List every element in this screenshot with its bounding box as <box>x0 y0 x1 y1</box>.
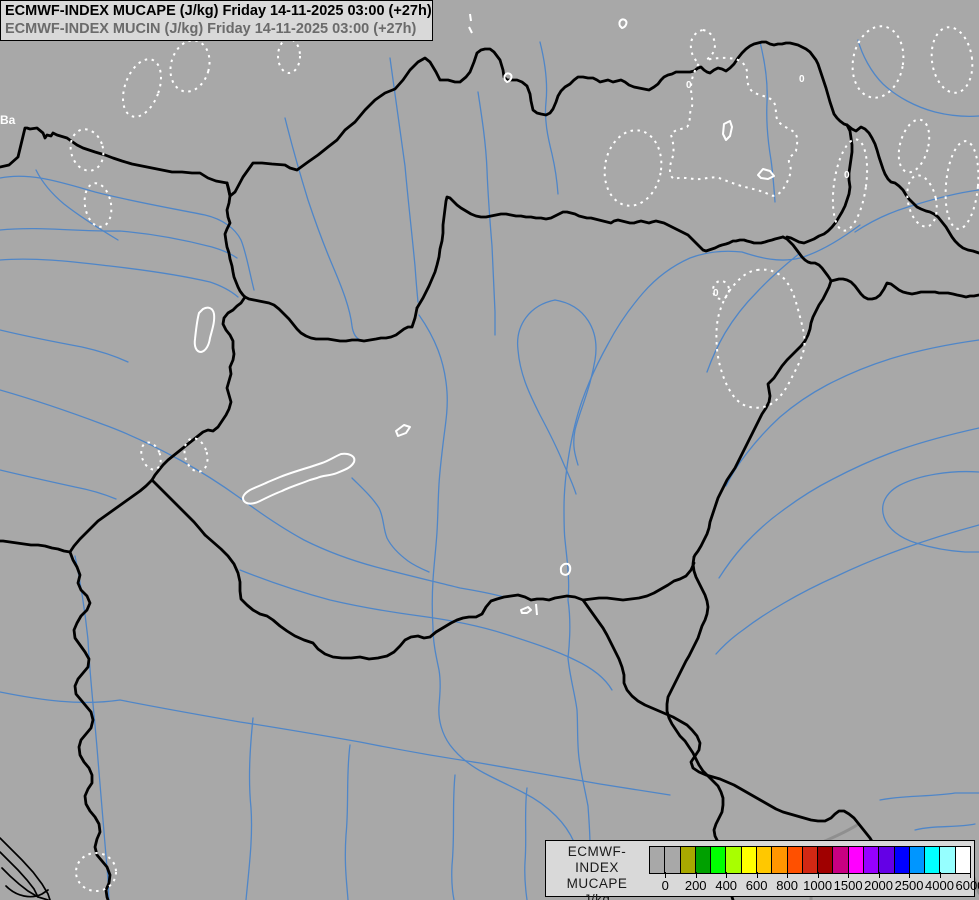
country-border-lines <box>0 40 979 900</box>
legend-tick-label: 1000 <box>803 878 833 893</box>
legend-color-swatch <box>679 847 695 873</box>
legend-tick <box>970 872 971 878</box>
legend-panel: ECMWF-INDEX MUCAPE J/kg 0 200 400 600 800 100… <box>545 840 979 900</box>
legend-tick-label: 800 <box>776 878 798 893</box>
legend-tick <box>726 872 728 878</box>
legend-color-swatch <box>908 847 925 873</box>
legend-tick <box>756 872 758 878</box>
legend-color-bar <box>649 846 971 874</box>
contour-zero-label: 0 <box>686 80 692 91</box>
lake-outlines <box>193 13 870 857</box>
legend-color-swatch <box>755 847 772 873</box>
legend-tick <box>878 872 880 878</box>
legend-tick <box>665 872 667 878</box>
legend-tick-label: 1500 <box>833 878 863 893</box>
legend-color-swatch <box>710 847 726 873</box>
legend-tick <box>695 872 697 878</box>
legend-tick <box>787 872 789 878</box>
river-lines <box>0 39 979 900</box>
legend-tick-label: 600 <box>745 878 768 893</box>
legend-tick-label: 4000 <box>925 878 954 893</box>
legend-title-line1: ECMWF-INDEX <box>567 844 627 875</box>
legend-title: ECMWF-INDEX MUCAPE J/kg <box>546 844 648 900</box>
legend-color-swatch <box>801 847 818 873</box>
contour-zero-label: 0 <box>713 288 719 299</box>
legend-tick <box>817 872 819 878</box>
legend-tick-label: 0 <box>661 878 669 893</box>
legend-color-swatch <box>740 847 756 873</box>
legend-tick-label: 200 <box>684 878 707 893</box>
legend-color-swatch <box>786 847 802 873</box>
legend-title-line2: MUCAPE <box>566 876 628 891</box>
legend-tick-label: 400 <box>715 878 738 893</box>
title-line-mucape: ECMWF-INDEX MUCAPE (J/kg) Friday 14-11-2… <box>5 3 432 19</box>
legend-color-swatch <box>954 847 970 873</box>
title-line-mucin: ECMWF-INDEX MUCIN (J/kg) Friday 14-11-20… <box>5 21 417 37</box>
legend-color-swatch <box>817 847 833 873</box>
legend-color-swatch <box>939 847 955 873</box>
legend-tick <box>909 872 911 878</box>
legend-color-swatch <box>893 847 909 873</box>
legend-color-swatch <box>862 847 879 873</box>
legend-color-swatch <box>664 847 680 873</box>
legend-tick-label: 2000 <box>864 878 894 893</box>
legend-tick <box>848 872 850 878</box>
legend-tick-label: 6000 <box>955 878 979 893</box>
legend-color-swatch <box>924 847 940 873</box>
legend-tick <box>939 872 941 878</box>
contour-labels: 0 0 0 0 Ba <box>0 74 850 299</box>
legend-tick-label: 2500 <box>894 878 924 893</box>
legend-color-swatch <box>771 847 787 873</box>
title-box: ECMWF-INDEX MUCAPE (J/kg) Friday 14-11-2… <box>0 0 433 41</box>
coastline-lines <box>0 837 51 900</box>
contour-zero-label: 0 <box>844 170 850 181</box>
legend-color-swatch <box>650 847 665 873</box>
legend-color-swatch <box>694 847 711 873</box>
legend-title-unit: J/kg <box>583 892 611 900</box>
legend-color-swatch <box>832 847 848 873</box>
contour-zero-label: 0 <box>799 74 805 85</box>
legend-color-swatch <box>878 847 894 873</box>
legend-color-swatch <box>725 847 741 873</box>
region-label: Ba <box>0 113 16 127</box>
legend-color-swatch <box>847 847 863 873</box>
